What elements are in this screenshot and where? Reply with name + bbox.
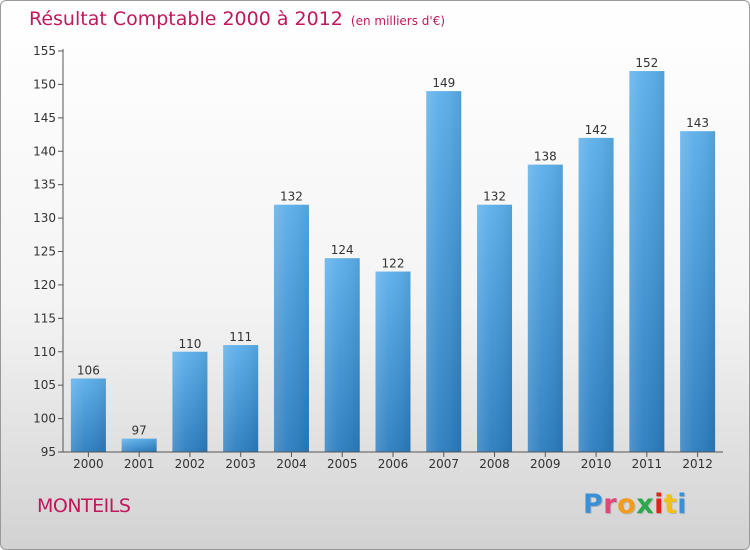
- chart-subtitle: (en milliers d'€): [350, 14, 446, 28]
- bar-value-label: 132: [483, 190, 506, 204]
- y-tick-label: 125: [33, 245, 56, 259]
- bar-shine: [477, 204, 513, 452]
- bar-shine: [629, 71, 665, 453]
- bar-value-label: 97: [132, 424, 147, 438]
- chart-title-text: Résultat Comptable 2000 à 2012: [29, 8, 343, 30]
- x-tick-label: 2012: [682, 457, 713, 471]
- bar-value-label: 142: [585, 123, 608, 137]
- bar-value-label: 111: [229, 330, 252, 344]
- logo-letter: i: [654, 489, 664, 520]
- y-tick-label: 110: [33, 345, 56, 359]
- logo-letter: o: [617, 489, 637, 520]
- bar-shine: [223, 345, 259, 452]
- y-tick-label: 95: [41, 445, 56, 459]
- logo-letter: r: [603, 489, 618, 520]
- bar-value-label: 143: [686, 116, 709, 130]
- bar-value-label: 138: [534, 150, 557, 164]
- bar-value-label: 149: [432, 76, 455, 90]
- x-tick-label: 2009: [530, 457, 561, 471]
- logo-letter: i: [677, 489, 688, 520]
- x-tick-label: 2003: [225, 457, 256, 471]
- chart-title: Résultat Comptable 2000 à 2012 (en millie…: [29, 8, 445, 30]
- bar-shine: [578, 137, 614, 452]
- bars: 106 97 110 111 132 124 122 149 132 138 142 152 143: [70, 56, 716, 453]
- proxiti-logo: Proxiti: [583, 489, 687, 520]
- bar-value-label: 124: [331, 243, 354, 257]
- logo-letter: t: [663, 489, 678, 520]
- y-tick-label: 135: [33, 178, 56, 192]
- bar-shine: [680, 131, 716, 452]
- bar-value-label: 110: [178, 337, 201, 351]
- bar-shine: [324, 258, 360, 452]
- y-tick-label: 120: [33, 278, 56, 292]
- bar-value-label: 152: [635, 56, 658, 70]
- bar-shine: [273, 204, 309, 452]
- y-tick-label: 140: [33, 144, 56, 158]
- bar-shine: [172, 351, 208, 452]
- bar-shine: [527, 164, 563, 452]
- town-name: MONTEILS: [37, 495, 131, 517]
- bar-shine: [121, 438, 157, 452]
- x-tick-label: 2002: [175, 457, 206, 471]
- y-axis: 95 100 105 110 115 120 125 130 135 140 145 150 155: [33, 44, 64, 459]
- bar-shine: [426, 91, 462, 452]
- y-tick-label: 130: [33, 211, 56, 225]
- x-tick-label: 2004: [276, 457, 307, 471]
- y-tick-label: 100: [33, 412, 56, 426]
- bar-value-label: 122: [382, 257, 405, 271]
- x-tick-label: 2005: [327, 457, 358, 471]
- x-tick-label: 2011: [632, 457, 663, 471]
- logo-letter: x: [636, 489, 655, 520]
- y-tick-label: 105: [33, 378, 56, 392]
- x-tick-label: 2000: [73, 457, 104, 471]
- x-tick-label: 2001: [124, 457, 155, 471]
- bar-value-label: 106: [77, 363, 100, 377]
- y-tick-label: 150: [33, 77, 56, 91]
- x-tick-label: 2006: [378, 457, 409, 471]
- x-axis: 2000 2001 2002 2003 2004 2005 2006 2007 2008 2009…: [63, 451, 723, 471]
- y-tick-label: 145: [33, 111, 56, 125]
- bar-shine: [70, 378, 106, 452]
- logo-letter: P: [583, 489, 604, 520]
- x-tick-label: 2010: [581, 457, 612, 471]
- bar-shine: [375, 271, 411, 452]
- x-tick-label: 2008: [479, 457, 510, 471]
- y-tick-label: 155: [33, 44, 56, 58]
- bar-value-label: 132: [280, 190, 303, 204]
- y-tick-label: 115: [33, 311, 56, 325]
- x-tick-label: 2007: [428, 457, 459, 471]
